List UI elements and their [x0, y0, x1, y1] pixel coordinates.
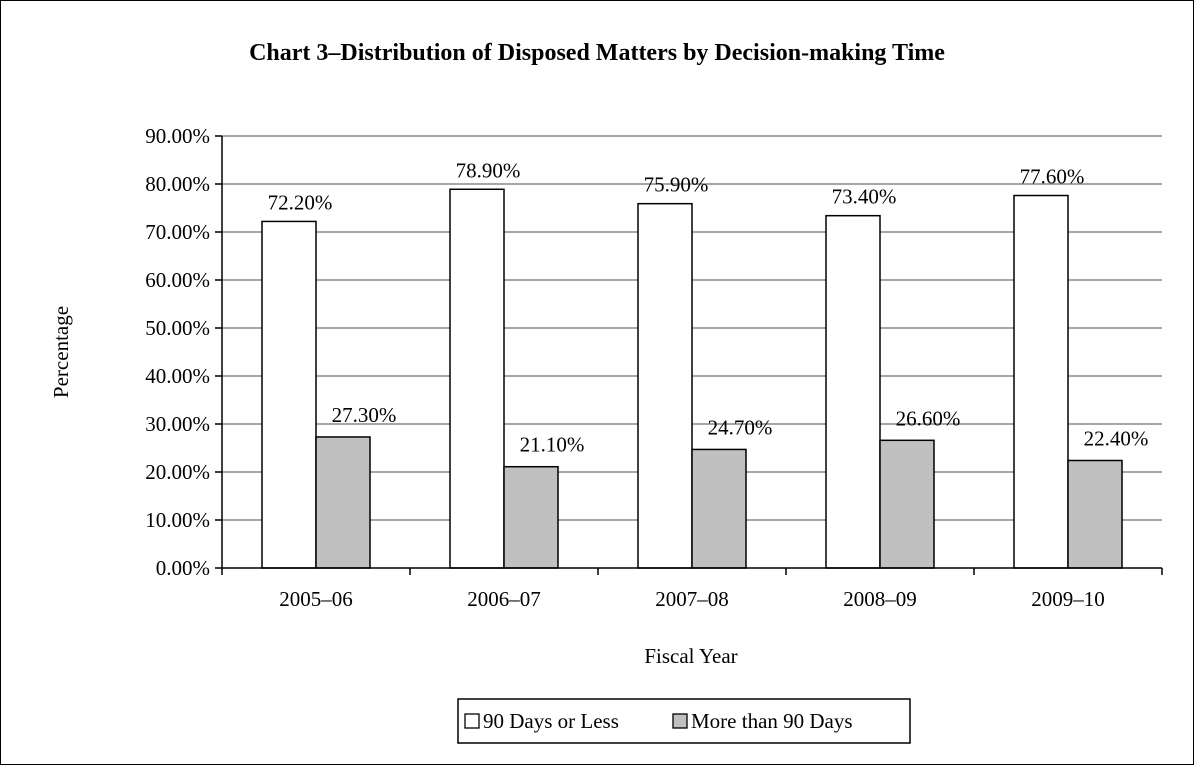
y-tick-label: 0.00%	[156, 556, 210, 580]
data-label: 73.40%	[832, 185, 897, 209]
y-tick-label: 10.00%	[145, 508, 210, 532]
bar-more-than-90-days-2006–07	[503, 465, 559, 569]
legend: 90 Days or Less More than 90 Days	[457, 698, 911, 744]
legend-swatch-90-days-or-less	[464, 713, 480, 729]
legend-label-more-than-90-days: More than 90 Days	[691, 709, 853, 733]
x-axis-label: Fiscal Year	[644, 644, 737, 668]
x-tick-label: 2006–07	[467, 587, 541, 611]
data-label: 24.70%	[708, 415, 773, 439]
x-tick-label: 2007–08	[655, 587, 729, 611]
data-label: 27.30%	[332, 403, 397, 427]
bar-90-days-or-less-2008–09	[825, 214, 881, 569]
data-label: 72.20%	[268, 190, 333, 214]
legend-box	[457, 698, 911, 744]
bar-90-days-or-less-2005–06	[261, 220, 317, 569]
y-tick-label: 90.00%	[145, 124, 210, 148]
y-tick-label: 60.00%	[145, 268, 210, 292]
bar-90-days-or-less-2007–08	[637, 202, 693, 569]
x-tick-label: 2009–10	[1031, 587, 1105, 611]
bar-more-than-90-days-2008–09	[879, 439, 935, 569]
axes	[215, 135, 1163, 575]
bar-more-than-90-days-2005–06	[315, 436, 371, 569]
y-tick-label: 80.00%	[145, 172, 210, 196]
data-label: 78.90%	[456, 158, 521, 182]
y-tick-label: 50.00%	[145, 316, 210, 340]
y-tick-label: 30.00%	[145, 412, 210, 436]
bar-90-days-or-less-2006–07	[449, 188, 505, 569]
bar-more-than-90-days-2009–10	[1067, 459, 1123, 569]
y-tick-label: 40.00%	[145, 364, 210, 388]
x-tick-label: 2008–09	[843, 587, 917, 611]
data-label: 26.60%	[896, 406, 961, 430]
bar-90-days-or-less-2009–10	[1013, 194, 1069, 569]
legend-label-90-days-or-less: 90 Days or Less	[483, 709, 619, 733]
chart-title: Chart 3–Distribution of Disposed Matters…	[249, 40, 945, 66]
y-tick-label: 70.00%	[145, 220, 210, 244]
data-label: 75.90%	[644, 173, 709, 197]
legend-swatch-more-than-90-days	[672, 713, 688, 729]
tick-labels: 0.00% 10.00% 20.00% 30.00% 40.00% 50.00% 60.00…	[145, 124, 1105, 611]
y-tick-label: 20.00%	[145, 460, 210, 484]
data-label: 77.60%	[1020, 165, 1085, 189]
x-tick-label: 2005–06	[279, 587, 353, 611]
data-label: 21.10%	[520, 433, 585, 457]
bars	[261, 188, 1123, 569]
bar-more-than-90-days-2007–08	[691, 448, 747, 569]
data-labels: 72.20% 27.30% 78.90% 21.10% 75.90% 24.70% 73.4…	[268, 158, 1149, 456]
data-label: 22.40%	[1084, 426, 1149, 450]
y-axis-label: Percentage	[49, 306, 73, 398]
